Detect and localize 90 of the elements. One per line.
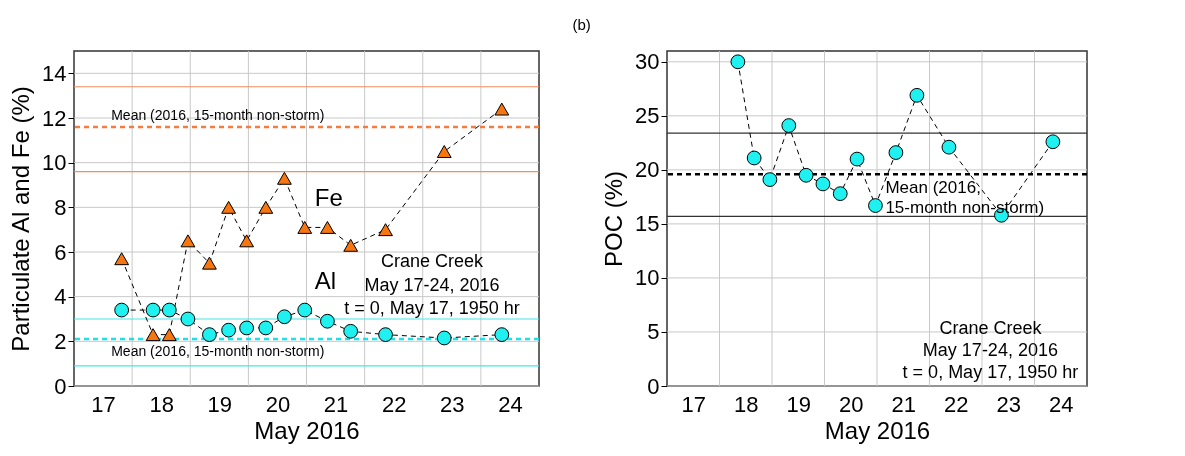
point: [114, 252, 130, 266]
point: [436, 330, 452, 346]
y-tick-label: 2: [54, 328, 67, 354]
y-tick-label: 0: [647, 373, 660, 399]
x-tick-label: 21: [323, 391, 349, 417]
point: [868, 198, 883, 213]
annotation: Crane Creek: [381, 251, 485, 272]
point: [145, 302, 161, 318]
point: [202, 327, 217, 343]
point: [815, 176, 831, 192]
x-tick-label: 20: [839, 391, 864, 417]
point: [258, 200, 274, 214]
point: [221, 322, 236, 338]
point: [320, 313, 335, 329]
annotation: Crane Creek: [939, 318, 1043, 339]
point: [114, 302, 130, 318]
x-tick-label: 22: [944, 391, 969, 417]
y-tick-label: 6: [54, 239, 67, 265]
x-tick-label: 20: [265, 391, 291, 417]
point: [297, 302, 313, 318]
point: [320, 220, 335, 234]
point: [909, 87, 925, 103]
point: [343, 323, 359, 339]
point: [798, 167, 814, 183]
point: [161, 302, 177, 318]
point: [1045, 134, 1061, 150]
x-axis-title: May 2016: [824, 416, 931, 444]
point: [258, 320, 274, 336]
point: [343, 238, 359, 252]
point: [436, 145, 452, 158]
point: [180, 234, 196, 248]
y-tick-label: 8: [54, 194, 67, 220]
point: [202, 256, 217, 270]
y-axis-title: POC (%): [600, 171, 628, 267]
point: [221, 200, 236, 214]
x-tick-label: 22: [381, 391, 407, 417]
point: [239, 234, 255, 248]
point: [297, 220, 313, 234]
point: [277, 309, 292, 325]
point: [762, 172, 778, 187]
x-tick-label: 18: [149, 391, 174, 417]
point: [941, 139, 957, 155]
x-tick-label: 23: [440, 391, 465, 417]
x-axis-title: May 2016: [254, 416, 360, 444]
y-tick-label: 20: [635, 157, 660, 183]
x-tick-label: 17: [91, 391, 116, 417]
x-tick-label: 19: [207, 391, 233, 417]
y-tick-label: 12: [42, 105, 67, 131]
ref-line-label: Mean (2016, 15-month non-storm): [111, 343, 325, 360]
y-tick-label: 25: [635, 103, 660, 129]
annotation: May 17-24, 2016: [922, 339, 1058, 360]
point: [239, 320, 255, 336]
point: [746, 150, 762, 166]
x-tick-label: 21: [891, 391, 916, 417]
annotation: t = 0, May 17, 1950 hr: [902, 361, 1079, 382]
y-tick-label: 10: [42, 150, 67, 176]
point: [730, 54, 746, 70]
series-label: Al: [314, 267, 337, 295]
ref-line-label: Mean (2016, 15-month non-storm): [111, 106, 325, 123]
y-tick-label: 30: [635, 49, 660, 75]
point: [494, 102, 510, 116]
x-tick-label: 19: [786, 391, 811, 417]
point: [145, 328, 161, 342]
x-tick-label: 23: [996, 391, 1021, 417]
y-tick-label: 10: [635, 265, 660, 291]
x-tick-label: 17: [681, 391, 706, 417]
y-axis-title: Particulate Al and Fe (%): [7, 86, 35, 352]
y-tick-label: 4: [54, 284, 67, 310]
point: [378, 327, 393, 343]
point: [277, 171, 292, 185]
y-tick-label: 15: [635, 211, 660, 237]
point: [888, 145, 904, 160]
x-tick-label: 18: [734, 391, 759, 417]
x-tick-label: 24: [1049, 391, 1074, 417]
y-tick-label: 14: [42, 60, 67, 86]
annotation: t = 0, May 17, 1950 hr: [344, 297, 520, 318]
point: [832, 186, 848, 202]
point: [781, 118, 797, 133]
chart-title: (b): [572, 15, 591, 33]
point: [180, 311, 196, 327]
y-tick-label: 5: [647, 319, 660, 345]
annotation: May 17-24, 2016: [364, 274, 500, 295]
x-tick-label: 24: [498, 391, 523, 417]
point: [849, 151, 865, 167]
point: [161, 328, 177, 342]
series-label: Fe: [314, 184, 343, 212]
y-tick-label: 0: [54, 373, 67, 399]
point: [494, 327, 510, 343]
point: [378, 223, 393, 237]
ref-line-label: Mean (2016, 15-month non-storm): [885, 178, 1045, 218]
